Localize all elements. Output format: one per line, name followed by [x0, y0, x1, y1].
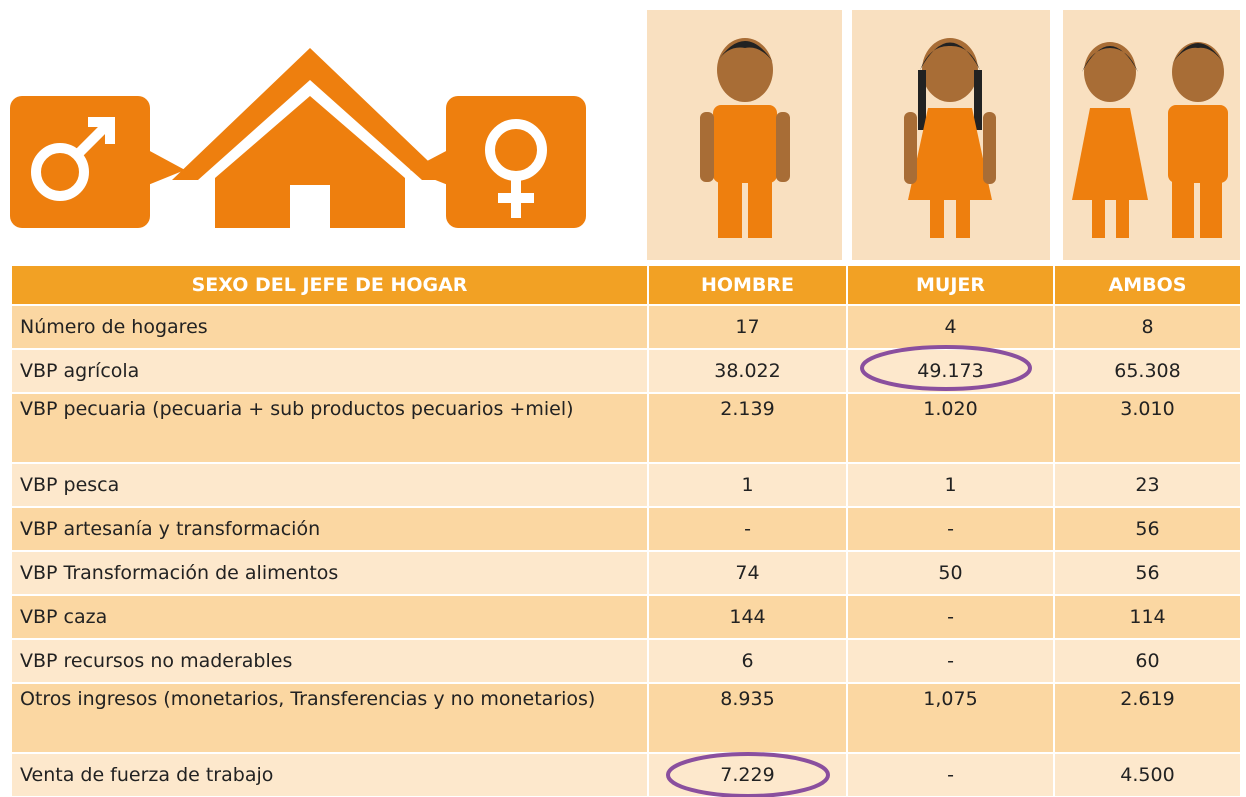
value-cell: 74 [647, 550, 848, 596]
value-cell: - [846, 594, 1055, 640]
value-cell: - [846, 638, 1055, 684]
label-cell: VBP recursos no maderables [10, 638, 649, 684]
value-cell: 144 [647, 594, 848, 640]
value-cell: 1,075 [846, 682, 1055, 754]
value-cell: 1.020 [846, 392, 1055, 464]
value-cell: 50 [846, 550, 1055, 596]
value-cell: 2.619 [1053, 682, 1242, 754]
value-cell: 3.010 [1053, 392, 1242, 464]
female-bubble [410, 96, 586, 228]
value-cell: 38.022 [647, 348, 848, 394]
value-cell: 49.173 [846, 348, 1055, 394]
label-cell: Venta de fuerza de trabajo [10, 752, 649, 797]
value-cell: 1 [846, 462, 1055, 508]
table-row: Otros ingresos (monetarios, Transferenci… [10, 682, 1242, 754]
label-cell: VBP pesca [10, 462, 649, 508]
value-cell: 8 [1053, 304, 1242, 350]
header-cell: HOMBRE [647, 264, 848, 306]
data-table: SEXO DEL JEFE DE HOGAR HOMBRE MUJER AMBOS N… [10, 264, 1242, 797]
value-cell: - [647, 506, 848, 552]
table-row: VBP pecuaria (pecuaria + sub productos p… [10, 392, 1242, 464]
woman-figure [904, 38, 996, 238]
icons [10, 10, 1240, 260]
value-cell: 4 [846, 304, 1055, 350]
label-cell: VBP Transformación de alimentos [10, 550, 649, 596]
house [172, 48, 448, 228]
table-row: VBP agrícola 38.022 49.173 65.308 [10, 348, 1242, 394]
label-cell: VBP caza [10, 594, 649, 640]
label-cell: VBP pecuaria (pecuaria + sub productos p… [10, 392, 649, 464]
value-cell: 6 [647, 638, 848, 684]
table-row: Venta de fuerza de trabajo 7.229-4.500 [10, 752, 1242, 797]
value-cell: 1 [647, 462, 848, 508]
value-cell: 7.229 [647, 752, 848, 797]
table-row: VBP recursos no maderables 6-60 [10, 638, 1242, 684]
value-cell: 65.308 [1053, 348, 1242, 394]
value-cell: 114 [1053, 594, 1242, 640]
table-row: VBP pesca 1 1 23 [10, 462, 1242, 508]
header-cell: MUJER [846, 264, 1055, 306]
header-cell: AMBOS [1053, 264, 1242, 306]
table-row: VBP artesanía y transformación - -56 [10, 506, 1242, 552]
value-cell: 4.500 [1053, 752, 1242, 797]
value-cell: 17 [647, 304, 848, 350]
value-cell: - [846, 506, 1055, 552]
value-cell: 56 [1053, 506, 1242, 552]
both-figures [1072, 42, 1228, 238]
value-cell: 56 [1053, 550, 1242, 596]
value-cell: - [846, 752, 1055, 797]
value-cell: 2.139 [647, 392, 848, 464]
label-cell: VBP artesanía y transformación [10, 506, 649, 552]
header-cell: SEXO DEL JEFE DE HOGAR [10, 264, 649, 306]
value-cell: 60 [1053, 638, 1242, 684]
value-cell: 23 [1053, 462, 1242, 508]
man-figure [700, 38, 790, 238]
value-cell: 8.935 [647, 682, 848, 754]
male-bubble [10, 96, 185, 228]
table-row: VBP caza 144-114 [10, 594, 1242, 640]
table-row: VBP Transformación de alimentos 74 50 56 [10, 550, 1242, 596]
label-cell: VBP agrícola [10, 348, 649, 394]
label-cell: Número de hogares [10, 304, 649, 350]
label-cell: Otros ingresos (monetarios, Transferenci… [10, 682, 649, 754]
table-row: Número de hogares 17 4 8 [10, 304, 1242, 350]
